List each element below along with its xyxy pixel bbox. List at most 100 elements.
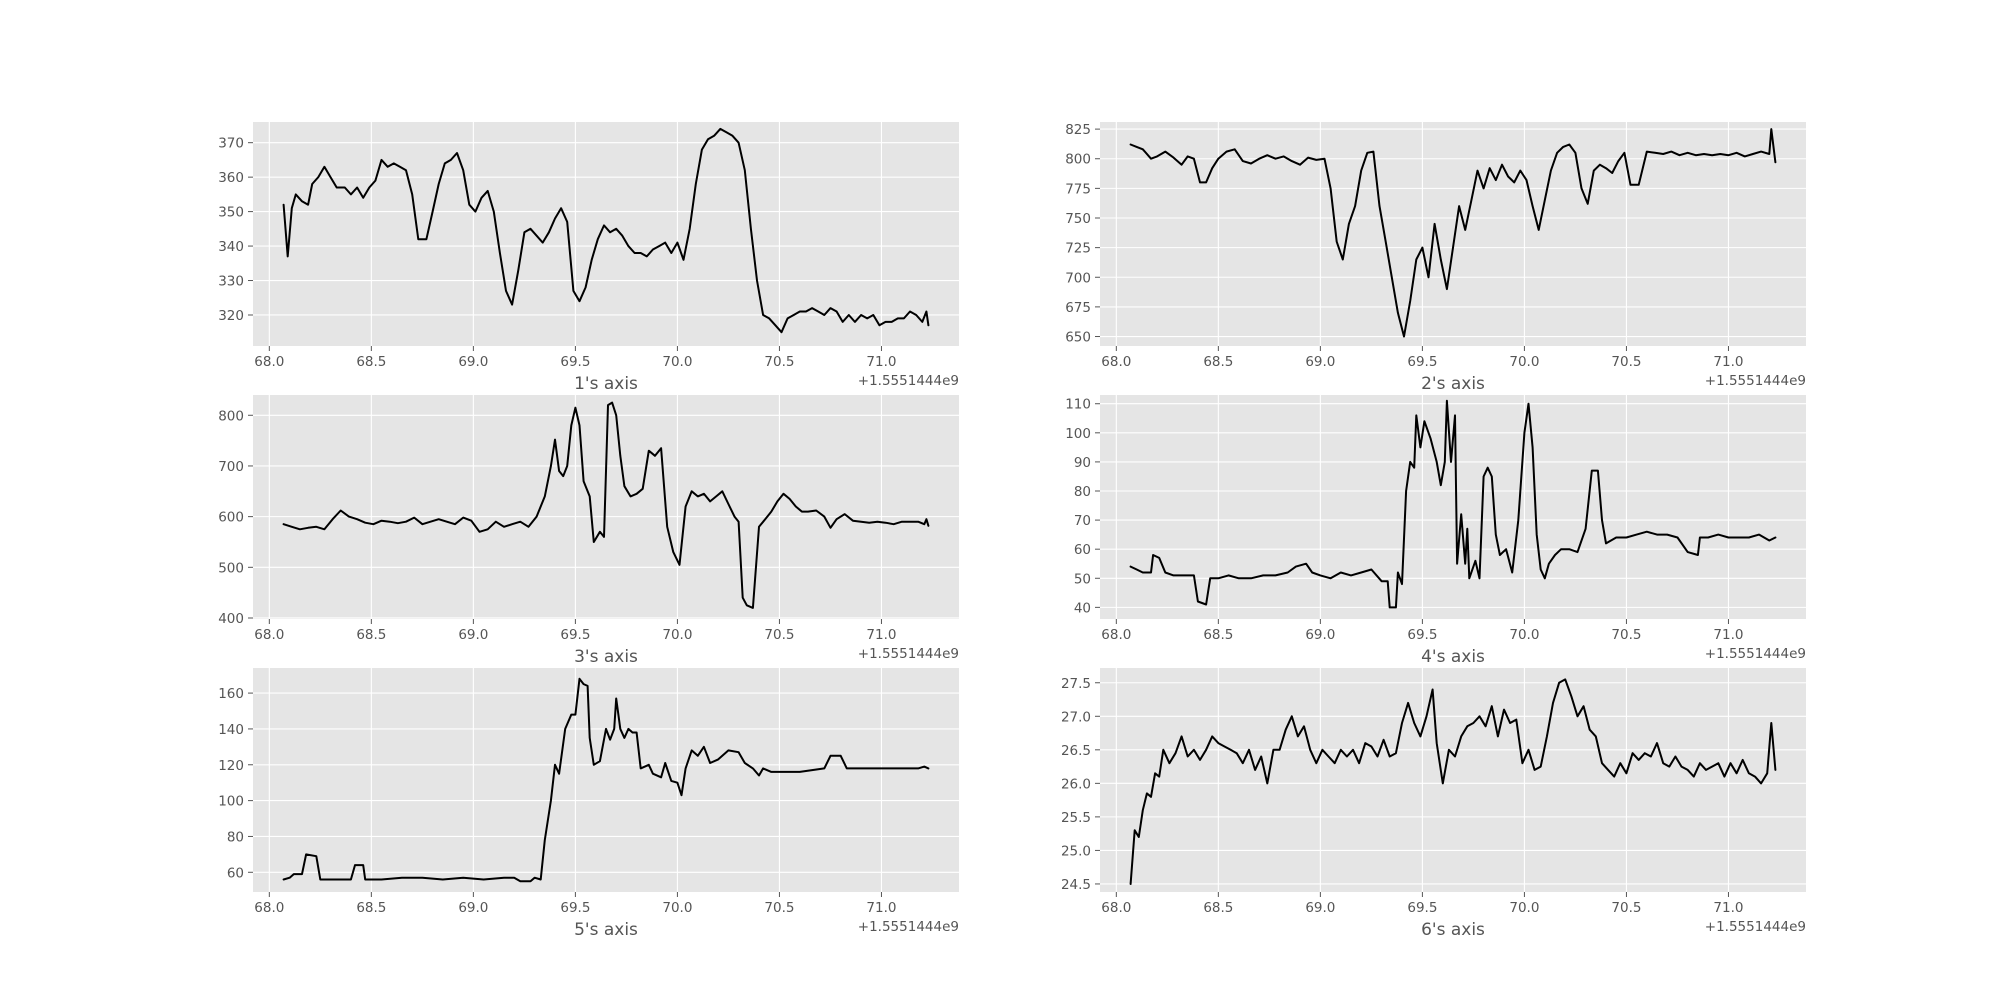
y-tick-label: 800 [1065, 152, 1091, 168]
x-tick-label: 68.0 [1101, 627, 1131, 643]
x-tick-label: 69.0 [1305, 354, 1335, 370]
x-axis-label: 2's axis [1421, 374, 1485, 394]
y-tick-label: 500 [218, 560, 244, 576]
x-tick-label: 68.5 [1203, 354, 1233, 370]
x-tick-label: 71.0 [1713, 627, 1743, 643]
x-offset-label: +1.5551444e9 [1705, 373, 1806, 389]
x-tick-label: 69.0 [458, 354, 488, 370]
x-axis-label: 6's axis [1421, 920, 1485, 940]
subplot-4: 68.0 68.5 69.0 69.5 70.0 70.5 71.0 40 50 60 70 80 90… [1065, 395, 1806, 667]
plot-area [1100, 122, 1806, 346]
y-tick-label: 675 [1065, 300, 1091, 316]
x-tick-label: 69.0 [458, 627, 488, 643]
x-tick-label: 69.5 [560, 627, 590, 643]
y-tick-label: 100 [1065, 426, 1091, 442]
y-tick-label: 370 [218, 136, 244, 152]
y-tick-label: 60 [1074, 542, 1091, 558]
x-tick-label: 70.0 [1509, 627, 1539, 643]
x-axis-label: 3's axis [574, 647, 638, 667]
subplot-3: 68.0 68.5 69.0 69.5 70.0 70.5 71.0 400 500 600 700… [218, 395, 959, 667]
x-tick-label: 71.0 [866, 354, 896, 370]
series-line-1 [282, 677, 930, 883]
y-tick-label: 600 [218, 510, 244, 526]
y-tick-label: 90 [1074, 455, 1091, 471]
x-offset-label: +1.5551444e9 [858, 646, 959, 662]
x-tick-label: 68.5 [356, 627, 386, 643]
y-tick-label: 70 [1074, 513, 1091, 529]
y-tick-label: 26.0 [1061, 776, 1091, 792]
x-tick-label: 68.0 [254, 354, 284, 370]
x-tick-label: 68.5 [1203, 900, 1233, 916]
y-tick-label: 340 [218, 239, 244, 255]
x-tick-label: 69.5 [1407, 900, 1437, 916]
y-tick-label: 110 [1065, 397, 1091, 413]
plot-area [1100, 668, 1806, 892]
y-tick-label: 350 [218, 205, 244, 221]
subplots: 68.0 68.5 69.0 69.5 70.0 70.5 71.0 320 330 340 350… [218, 122, 1806, 940]
series-line-1 [1129, 399, 1777, 609]
y-tick-label: 80 [227, 829, 244, 845]
x-tick-label: 71.0 [866, 627, 896, 643]
y-tick-label: 825 [1065, 122, 1091, 138]
x-tick-label: 71.0 [1713, 900, 1743, 916]
y-tick-label: 50 [1074, 571, 1091, 587]
y-tick-label: 700 [1065, 270, 1091, 286]
y-tick-label: 360 [218, 170, 244, 186]
x-axis-label: 4's axis [1421, 647, 1485, 667]
series-line-1 [282, 401, 930, 609]
x-tick-label: 68.0 [1101, 900, 1131, 916]
x-tick-label: 68.0 [254, 900, 284, 916]
x-tick-label: 70.5 [1611, 354, 1641, 370]
y-tick-label: 27.5 [1061, 676, 1091, 692]
plot-area [253, 122, 959, 346]
subplot-2: 68.0 68.5 69.0 69.5 70.0 70.5 71.0 650 675 700 725… [1065, 122, 1806, 394]
subplot-1: 68.0 68.5 69.0 69.5 70.0 70.5 71.0 320 330 340 350… [218, 122, 959, 394]
y-tick-label: 80 [1074, 484, 1091, 500]
x-tick-label: 70.5 [764, 354, 794, 370]
x-tick-label: 69.5 [560, 900, 590, 916]
x-offset-label: +1.5551444e9 [1705, 646, 1806, 662]
x-tick-label: 70.0 [1509, 354, 1539, 370]
y-tick-label: 140 [218, 722, 244, 738]
x-offset-label: +1.5551444e9 [1705, 919, 1806, 935]
x-axis-label: 5's axis [574, 920, 638, 940]
y-tick-label: 160 [218, 686, 244, 702]
x-tick-label: 68.5 [356, 900, 386, 916]
plot-area [253, 668, 959, 892]
series-line-1 [1129, 678, 1777, 885]
x-offset-label: +1.5551444e9 [858, 373, 959, 389]
subplot-5: 68.0 68.5 69.0 69.5 70.0 70.5 71.0 60 80 100 120 14… [218, 668, 959, 940]
x-tick-label: 70.0 [662, 900, 692, 916]
y-tick-label: 25.0 [1061, 843, 1091, 859]
y-tick-label: 60 [227, 865, 244, 881]
y-tick-label: 800 [218, 408, 244, 424]
y-tick-label: 750 [1065, 211, 1091, 227]
y-tick-label: 650 [1065, 330, 1091, 346]
x-tick-label: 70.0 [662, 627, 692, 643]
x-tick-label: 68.0 [254, 627, 284, 643]
x-tick-label: 69.5 [1407, 354, 1437, 370]
series-line-1 [1129, 128, 1777, 338]
y-tick-label: 400 [218, 611, 244, 627]
x-offset-label: +1.5551444e9 [858, 919, 959, 935]
x-tick-label: 70.5 [1611, 900, 1641, 916]
series-line-1 [282, 127, 930, 334]
y-tick-label: 25.5 [1061, 810, 1091, 826]
subplot-6: 68.0 68.5 69.0 69.5 70.0 70.5 71.0 24.5 25.0 25.5… [1061, 668, 1806, 940]
x-tick-label: 69.0 [1305, 627, 1335, 643]
x-tick-label: 71.0 [1713, 354, 1743, 370]
x-tick-label: 69.0 [458, 900, 488, 916]
x-tick-label: 68.5 [1203, 627, 1233, 643]
y-tick-label: 100 [218, 794, 244, 810]
x-tick-label: 69.5 [560, 354, 590, 370]
x-tick-label: 70.5 [764, 627, 794, 643]
x-axis-label: 1's axis [574, 374, 638, 394]
y-tick-label: 27.0 [1061, 709, 1091, 725]
x-tick-label: 70.0 [662, 354, 692, 370]
y-tick-label: 120 [218, 758, 244, 774]
y-tick-label: 700 [218, 459, 244, 475]
y-tick-label: 775 [1065, 181, 1091, 197]
y-tick-label: 320 [218, 308, 244, 324]
x-tick-label: 69.0 [1305, 900, 1335, 916]
